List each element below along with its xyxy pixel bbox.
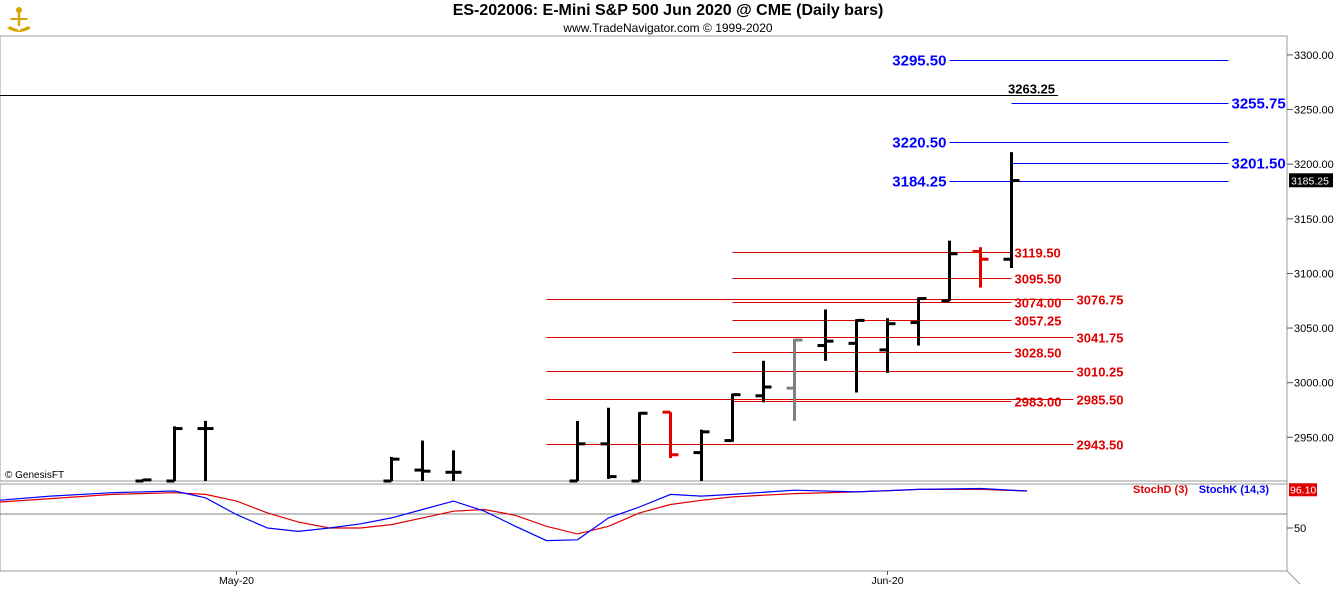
chart-subtitle: www.TradeNavigator.com © 1999-2020 bbox=[563, 21, 773, 35]
stoch-tick-0: 50 bbox=[1294, 523, 1306, 535]
ohlc-bar-6 bbox=[569, 420, 586, 483]
price-axis: 3300.00 3250.00 3200.00 3150.00 3100.00 3050.… bbox=[1287, 50, 1334, 444]
level-label-8: 3076.75 bbox=[1077, 293, 1124, 308]
price-tick-7: 2950.00 bbox=[1294, 432, 1334, 444]
level-label-2: 3255.75 bbox=[1232, 96, 1286, 113]
price-tick-2: 3200.00 bbox=[1294, 159, 1334, 171]
price-tick-3: 3150.00 bbox=[1294, 214, 1334, 226]
date-label-1: Jun-20 bbox=[871, 575, 903, 587]
level-label-7: 3095.50 bbox=[1015, 272, 1062, 287]
ohlc-bar-1 bbox=[166, 426, 183, 483]
level-label-11: 3041.75 bbox=[1077, 331, 1124, 346]
ohlc-bar-12 bbox=[755, 360, 772, 403]
price-tick-4: 3100.00 bbox=[1294, 268, 1334, 280]
level-label-1: 3263.25 bbox=[1008, 82, 1055, 97]
level-label-16: 2943.50 bbox=[1077, 438, 1124, 453]
level-label-12: 3028.50 bbox=[1015, 346, 1062, 361]
ohlc-bar-11 bbox=[724, 393, 741, 443]
ohlc-bar-20 bbox=[1003, 152, 1020, 268]
level-label-13: 3010.25 bbox=[1077, 365, 1124, 380]
price-bars bbox=[135, 152, 1020, 483]
ohlc-bar-8 bbox=[631, 411, 648, 483]
level-label-14: 2985.50 bbox=[1077, 393, 1124, 408]
level-label-4: 3201.50 bbox=[1232, 156, 1286, 173]
ohlc-bar-15 bbox=[848, 318, 865, 393]
ohlc-bar-0 bbox=[135, 478, 152, 483]
stoch-legend-k: StochK (14,3) bbox=[1199, 484, 1270, 496]
stoch-series-0 bbox=[0, 488, 1028, 535]
stoch-legend-d: StochD (3) bbox=[1133, 484, 1188, 496]
ohlc-bar-5 bbox=[445, 450, 462, 481]
level-label-6: 3119.50 bbox=[1015, 246, 1061, 261]
price-tick-5: 3050.00 bbox=[1294, 323, 1334, 335]
date-axis: May-20 Jun-20 bbox=[219, 571, 904, 587]
level-label-15: 2983.00 bbox=[1015, 395, 1062, 410]
stoch-last-value: 96.10 bbox=[1290, 484, 1316, 496]
trade-navigator-logo-icon bbox=[7, 7, 31, 32]
ohlc-bar-10 bbox=[693, 429, 710, 481]
ohlc-bar-13 bbox=[786, 338, 803, 421]
chart-title: ES-202006: E-Mini S&P 500 Jun 2020 @ CME… bbox=[452, 2, 884, 19]
ohlc-bar-7 bbox=[600, 407, 617, 479]
watermark-text: © GenesisFT bbox=[5, 470, 64, 481]
ohlc-bar-2 bbox=[197, 420, 214, 481]
price-tick-6: 3000.00 bbox=[1294, 378, 1334, 390]
level-label-3: 3220.50 bbox=[892, 135, 946, 152]
ohlc-bar-16 bbox=[879, 318, 896, 373]
ohlc-bar-17 bbox=[910, 297, 927, 346]
ohlc-bar-3 bbox=[383, 456, 400, 483]
ohlc-bar-9 bbox=[662, 410, 679, 459]
price-tick-1: 3250.00 bbox=[1294, 105, 1334, 117]
level-label-10: 3057.25 bbox=[1015, 314, 1062, 329]
date-label-0: May-20 bbox=[219, 575, 254, 587]
stochastic-panel: StochD (3) StochK (14,3) 50 96.10 bbox=[0, 483, 1317, 542]
ohlc-bar-19 bbox=[972, 247, 989, 288]
ohlc-bar-18 bbox=[941, 240, 958, 303]
last-price-label: 3185.25 bbox=[1291, 175, 1329, 187]
ohlc-bar-4 bbox=[414, 440, 431, 481]
level-label-5: 3184.25 bbox=[892, 174, 946, 191]
price-tick-0: 3300.00 bbox=[1294, 50, 1334, 62]
stoch-series-1 bbox=[0, 487, 1028, 542]
price-levels: 3295.50 3263.25 3255.75 3220.50 3201.50 3184.… bbox=[0, 53, 1286, 453]
ohlc-bar-14 bbox=[817, 309, 834, 361]
level-label-9: 3074.00 bbox=[1015, 296, 1062, 311]
level-label-0: 3295.50 bbox=[892, 53, 946, 70]
